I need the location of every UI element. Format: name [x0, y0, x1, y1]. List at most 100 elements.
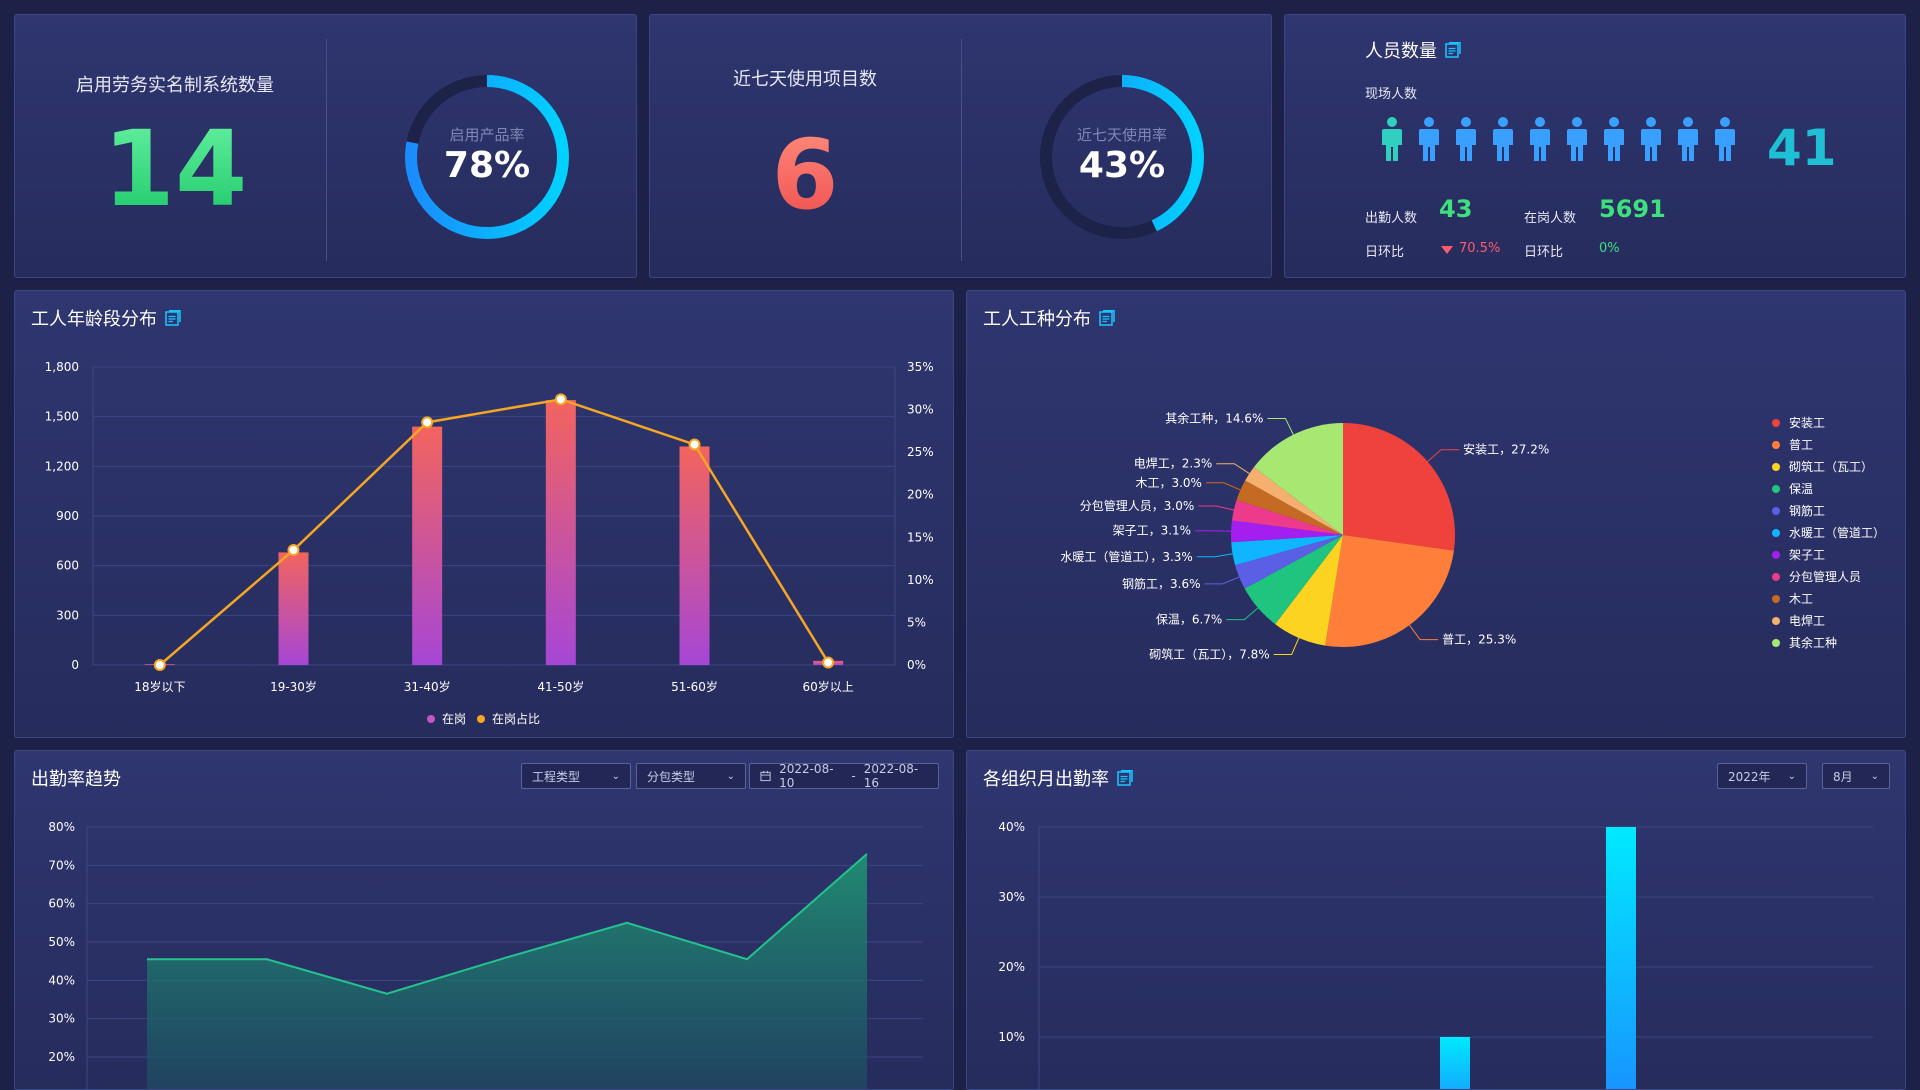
- year-select[interactable]: 2022年 ⌄: [1717, 763, 1807, 789]
- attendance-title-row: 出勤率趋势: [31, 765, 121, 791]
- pie-label: 钢筋工，3.6%: [1122, 576, 1201, 591]
- pie-slice: [1343, 423, 1455, 551]
- x-tick-label: 19-30岁: [270, 679, 317, 694]
- pie-label-line: [1204, 576, 1240, 585]
- kpi2-gauge-value: 43%: [1079, 145, 1165, 186]
- y-tick: 30%: [998, 890, 1025, 904]
- legend-label: 其余工种: [1789, 635, 1837, 650]
- person-icon: [1530, 117, 1550, 161]
- person-icon: [1678, 117, 1698, 161]
- pie-slice: [1231, 535, 1343, 566]
- chevron-down-icon: ⌄: [1787, 770, 1796, 782]
- ratio1-value: 70.5%: [1459, 241, 1501, 256]
- y-tick: 80%: [48, 820, 75, 834]
- org-title: 各组织月出勤率: [983, 769, 1109, 790]
- legend-label: 钢筋工: [1789, 503, 1825, 518]
- attendance-title: 出勤率趋势: [31, 769, 121, 790]
- pie-label: 架子工，3.1%: [1113, 524, 1192, 538]
- pie-label-line: [1427, 449, 1460, 462]
- y-tick: 40%: [48, 973, 75, 987]
- pie-label: 木工，3.0%: [1135, 476, 1202, 490]
- x-tick-label: 41-50岁: [537, 679, 584, 694]
- y-tick: 30%: [48, 1012, 75, 1026]
- person-icon: [1456, 117, 1476, 161]
- ratio-point: [287, 544, 300, 557]
- pie-label: 安装工，27.2%: [1463, 442, 1549, 457]
- pie-label-line: [1195, 530, 1232, 532]
- pie-slice: [1325, 535, 1454, 647]
- month-select[interactable]: 8月 ⌄: [1822, 763, 1890, 789]
- document-icon[interactable]: [1445, 42, 1461, 58]
- org-bar: [1606, 827, 1636, 1089]
- attendance-panel: 出勤率趋势 工程类型 ⌄ 分包类型 ⌄ 2022-08-10 - 2022-08-1…: [14, 750, 954, 1090]
- age-bar: [545, 400, 576, 665]
- pie-label-line: [1198, 505, 1234, 511]
- personnel-title: 人员数量: [1365, 41, 1437, 62]
- legend-dot: [1772, 573, 1780, 581]
- legend-dot: [1772, 507, 1780, 515]
- ratio1-down-icon: [1441, 246, 1453, 254]
- calendar-icon: [760, 770, 771, 782]
- kpi2-value: 6: [650, 127, 960, 223]
- pie-label-line: [1226, 607, 1259, 621]
- y-tick: 60%: [48, 897, 75, 911]
- y-right-tick: 5%: [907, 615, 926, 629]
- org-attendance-chart: 40% 30% 20% 10%: [998, 820, 1873, 1089]
- pie-label-line: [1216, 463, 1250, 475]
- date-separator: -: [851, 769, 856, 783]
- legend-label: 木工: [1789, 592, 1813, 606]
- chevron-down-icon: ⌄: [726, 770, 735, 782]
- onsite-value: 41: [1767, 119, 1837, 177]
- y-tick: 10%: [998, 1030, 1025, 1044]
- trade-panel: 工人工种分布 安装工，27.2% 安装工 普工，25.3% 普工 砌筑工（瓦工），7.8…: [966, 290, 1906, 738]
- pie-slice: [1231, 499, 1343, 535]
- kpi2-divider: [961, 39, 962, 261]
- legend-label: 水暖工（管道工）: [1789, 525, 1885, 540]
- ratio-line: [159, 398, 830, 666]
- person-icon: [1715, 117, 1735, 161]
- org-bar: [1440, 1037, 1470, 1089]
- onpost-value: 5691: [1599, 195, 1666, 223]
- document-icon[interactable]: [1117, 770, 1133, 786]
- age-title: 工人年龄段分布: [31, 309, 157, 330]
- project-type-select[interactable]: 工程类型 ⌄: [521, 763, 631, 789]
- kpi1-divider: [326, 39, 327, 261]
- people-icons: [1381, 117, 1736, 163]
- kpi1-gauge-arc: [405, 75, 569, 239]
- chevron-down-icon: ⌄: [1870, 770, 1879, 782]
- ratio-point: [688, 438, 701, 451]
- pie-label-line: [1196, 553, 1233, 558]
- age-bar: [412, 426, 443, 665]
- pie-slice: [1231, 520, 1343, 543]
- ratio-point: [822, 656, 835, 669]
- pie-slice: [1254, 423, 1343, 535]
- y-right-tick: 15%: [907, 530, 934, 544]
- y-right-tick: 30%: [907, 403, 934, 417]
- y-right-tick: 20%: [907, 488, 934, 502]
- legend-dot: [1772, 419, 1780, 427]
- pie-label: 砌筑工（瓦工），7.8%: [1149, 646, 1270, 661]
- kpi-panel-projects: 近七天使用项目数 6 近七天使用率 43%: [649, 14, 1272, 278]
- y-right-tick: 0%: [907, 658, 926, 672]
- document-icon[interactable]: [165, 310, 181, 326]
- legend-label: 分包管理人员: [1789, 569, 1861, 584]
- legend-label: 安装工: [1789, 415, 1825, 430]
- person-icon: [1419, 117, 1439, 161]
- legend-dot: [1772, 463, 1780, 471]
- kpi1-gauge-label: 启用产品率: [449, 126, 524, 144]
- onpost-label: 在岗人数: [1524, 211, 1577, 226]
- pie-slice: [1244, 535, 1343, 625]
- pie-label: 普工，25.3%: [1442, 633, 1516, 647]
- legend-label: 架子工: [1789, 548, 1825, 562]
- date-range-picker[interactable]: 2022-08-10 - 2022-08-16: [749, 762, 939, 790]
- y-tick: 20%: [48, 1050, 75, 1064]
- legend-label: 在岗: [442, 712, 466, 726]
- legend-dot: [1772, 441, 1780, 449]
- document-icon[interactable]: [1099, 310, 1115, 326]
- trade-title: 工人工种分布: [983, 309, 1091, 330]
- kpi2-gauge: 近七天使用率 43%: [1040, 75, 1204, 239]
- subcontract-type-select[interactable]: 分包类型 ⌄: [636, 763, 746, 789]
- pie-slice: [1275, 535, 1343, 646]
- legend-dot: [1772, 551, 1780, 559]
- pie-slice: [1245, 466, 1343, 535]
